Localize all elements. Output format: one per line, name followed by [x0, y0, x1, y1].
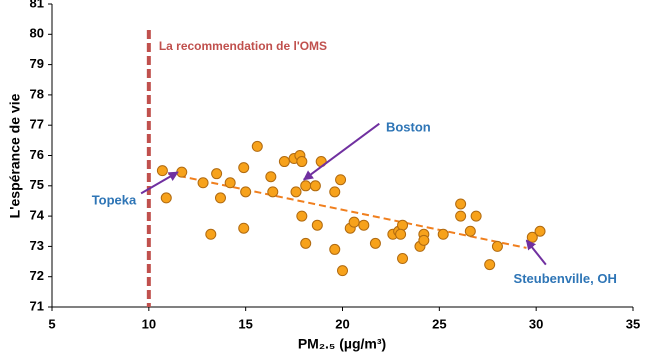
x-tick-label: 30 [529, 316, 543, 331]
point [278, 156, 290, 168]
x-tick-label: 20 [335, 316, 349, 331]
point [369, 237, 381, 249]
trendline [167, 172, 527, 249]
point [205, 228, 217, 240]
point [397, 253, 409, 265]
annotation-arrow [140, 171, 179, 195]
point [290, 186, 302, 198]
point [211, 168, 223, 180]
x-tick-label: 10 [142, 316, 156, 331]
point [296, 210, 308, 222]
point [329, 186, 341, 198]
point [251, 140, 263, 152]
point [484, 259, 496, 271]
y-tick-label: 74 [30, 208, 45, 223]
point [491, 240, 503, 252]
y-tick-label: 78 [30, 86, 44, 101]
point [464, 225, 476, 237]
y-tick-label: 72 [30, 268, 44, 283]
y-tick-label: 75 [30, 177, 44, 192]
point [470, 210, 482, 222]
x-tick-label: 5 [48, 316, 55, 331]
point [176, 166, 188, 178]
point [267, 186, 279, 198]
x-tick-label: 25 [432, 316, 446, 331]
point [337, 265, 348, 277]
point [455, 210, 467, 222]
point [311, 219, 323, 231]
point [214, 192, 226, 204]
y-axis-label: L'espérance de vie [7, 93, 23, 218]
point [397, 219, 409, 231]
point [265, 171, 277, 183]
x-axis-label: PM₂.₅ (µg/m³) [298, 336, 386, 352]
y-tick-label: 77 [30, 117, 44, 132]
point [418, 234, 430, 246]
point [238, 222, 250, 234]
point [395, 228, 407, 240]
y-tick-label: 76 [30, 147, 44, 162]
point [329, 243, 341, 255]
x-tick-label: 35 [626, 316, 640, 331]
point [437, 228, 449, 240]
point [296, 156, 308, 168]
annotation-label: Boston [386, 120, 431, 135]
point [300, 180, 312, 192]
x-tick-label: 15 [238, 316, 252, 331]
y-tick-label: 73 [30, 238, 44, 253]
point [238, 162, 250, 174]
annotation-arrow [525, 239, 547, 266]
point [348, 216, 360, 228]
annotation-arrow [302, 122, 380, 181]
point [534, 225, 546, 237]
point [240, 186, 252, 198]
point [197, 177, 209, 189]
point [455, 198, 467, 210]
point [160, 192, 172, 204]
point [309, 180, 321, 192]
y-tick-label: 80 [30, 26, 44, 41]
point [156, 165, 168, 177]
y-tick-label: 81 [30, 0, 44, 10]
point [224, 177, 236, 189]
annotation-label: Topeka [92, 192, 137, 207]
y-tick-label: 79 [30, 56, 44, 71]
point [358, 219, 370, 231]
point [300, 237, 312, 249]
point [335, 174, 347, 186]
reference-label: La recommendation de l'OMS [159, 39, 327, 53]
y-tick-label: 71 [30, 298, 44, 313]
annotation-label: Steubenville, OH [514, 271, 617, 286]
